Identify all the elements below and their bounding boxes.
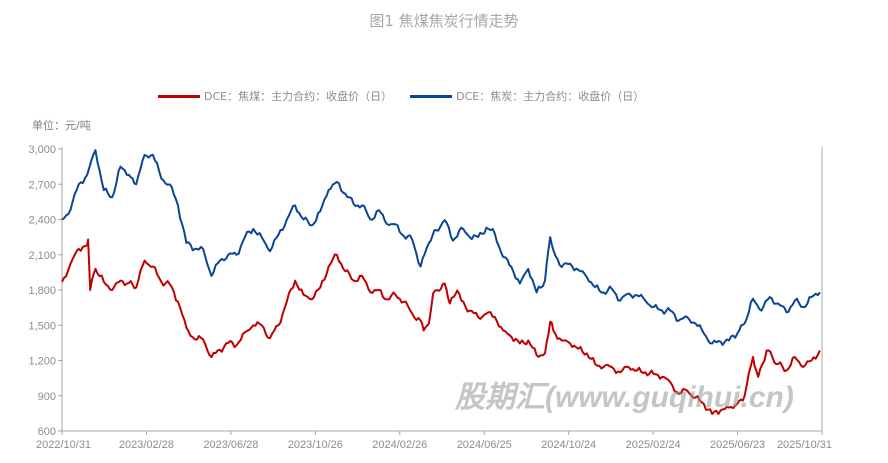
- x-tick-label: 2024/02/26: [372, 439, 427, 451]
- x-tick-label: 2024/10/24: [541, 439, 596, 451]
- legend-item-coking-coal[interactable]: DCE：焦煤：主力合约：收盘价（日）: [158, 88, 392, 104]
- legend-label-coking-coal: DCE：焦煤：主力合约：收盘价（日）: [204, 90, 393, 103]
- y-tick-label: 2,100: [28, 250, 56, 262]
- x-tick-label: 2023/10/26: [288, 439, 343, 451]
- y-tick-label: 900: [38, 391, 56, 403]
- y-tick-label: 2,700: [28, 179, 56, 191]
- x-tick-label: 2025/06/23: [710, 439, 765, 451]
- x-tick-label: 2025/10/31: [777, 439, 832, 451]
- x-tick-label: 2024/06/25: [457, 439, 512, 451]
- y-tick-label: 2,400: [28, 215, 56, 227]
- x-tick-label: 2023/06/28: [203, 439, 258, 451]
- y-tick-label: 600: [38, 426, 56, 438]
- legend-label-coke: DCE：焦炭：主力合约：收盘价（日）: [456, 90, 645, 103]
- y-tick-label: 1,500: [28, 320, 56, 332]
- legend-item-coke[interactable]: DCE：焦炭：主力合约：收盘价（日）: [410, 88, 644, 104]
- chart-title: 图1 焦煤焦炭行情走势: [369, 12, 519, 30]
- y-tick-label: 1,200: [28, 356, 56, 368]
- y-tick-label: 1,800: [28, 285, 56, 297]
- x-tick-label: 2025/02/24: [626, 439, 681, 451]
- series-line-coking-coal: [61, 238, 821, 415]
- series-line-coke: [61, 149, 821, 346]
- y-axis-unit-label: 单位：元/吨: [32, 119, 91, 132]
- legend-swatch-coke: [410, 94, 453, 98]
- watermark: 股期汇(www.guqihui.cn): [455, 381, 794, 414]
- legend: DCE：焦煤：主力合约：收盘价（日） DCE：焦炭：主力合约：收盘价（日）: [158, 88, 818, 104]
- x-tick-label: 2022/10/31: [36, 439, 91, 451]
- y-tick-label: 3,000: [28, 144, 56, 156]
- legend-swatch-coking-coal: [158, 94, 200, 98]
- x-tick-label: 2023/02/28: [119, 439, 174, 451]
